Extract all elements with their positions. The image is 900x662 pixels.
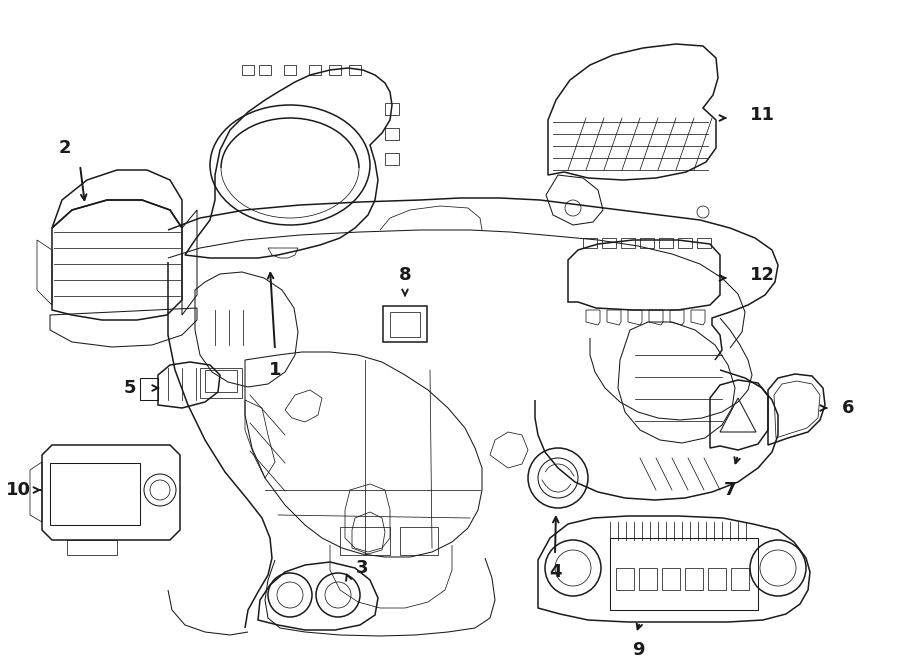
Bar (140, 378, 158, 400)
Bar (697, 238, 711, 248)
Bar (616, 568, 634, 590)
Bar (242, 65, 254, 75)
Text: 11: 11 (750, 106, 775, 124)
Bar (659, 238, 673, 248)
Text: 6: 6 (842, 399, 854, 417)
Bar (385, 103, 399, 115)
Bar (284, 65, 296, 75)
Text: 1: 1 (269, 361, 282, 379)
Text: 7: 7 (724, 481, 736, 499)
Bar (385, 128, 399, 140)
Text: 4: 4 (549, 563, 562, 581)
Bar (385, 153, 399, 165)
Bar (685, 568, 703, 590)
Text: 3: 3 (356, 559, 368, 577)
Bar (259, 65, 271, 75)
Bar (200, 368, 242, 398)
Bar (400, 527, 438, 555)
Text: 8: 8 (399, 266, 411, 284)
Text: 2: 2 (58, 139, 71, 157)
Bar (621, 238, 635, 248)
Text: 5: 5 (124, 379, 136, 397)
Text: 9: 9 (632, 641, 644, 659)
Bar (340, 527, 390, 555)
Bar (678, 238, 692, 248)
Bar (662, 568, 680, 590)
Bar (309, 65, 321, 75)
Bar (349, 65, 361, 75)
Bar (383, 306, 427, 342)
Bar (329, 65, 341, 75)
Bar (640, 238, 654, 248)
Bar (390, 312, 420, 337)
Bar (602, 238, 616, 248)
Bar (639, 568, 657, 590)
Bar (50, 463, 140, 525)
Bar (583, 238, 597, 248)
Bar (610, 538, 758, 610)
Bar (731, 568, 749, 590)
Text: 12: 12 (750, 266, 775, 284)
Bar (708, 568, 726, 590)
Bar (205, 370, 237, 392)
Text: 10: 10 (5, 481, 31, 499)
